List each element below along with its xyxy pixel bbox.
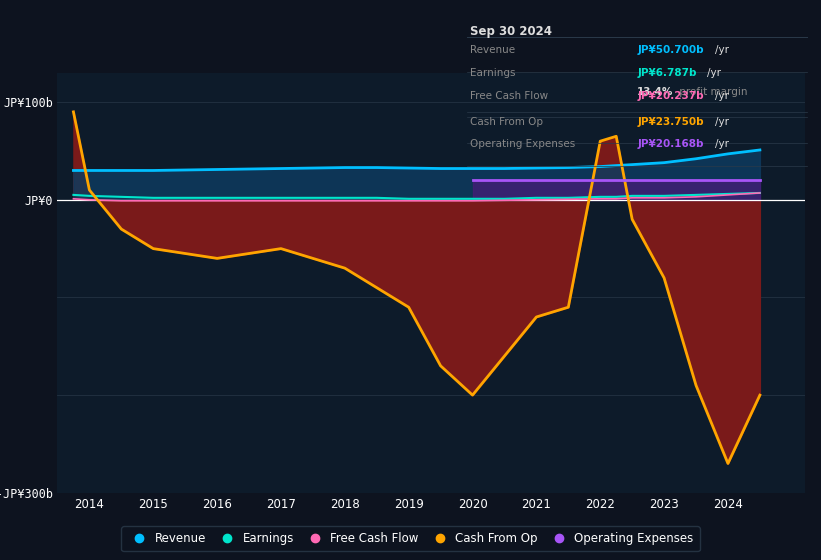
Text: JP¥20.237b: JP¥20.237b <box>637 91 704 101</box>
Text: JP¥50.700b: JP¥50.700b <box>637 45 704 55</box>
Text: Free Cash Flow: Free Cash Flow <box>470 91 548 101</box>
Text: /yr: /yr <box>708 68 722 78</box>
Text: /yr: /yr <box>715 91 729 101</box>
Text: JP¥6.787b: JP¥6.787b <box>637 68 696 78</box>
Text: JP¥20.168b: JP¥20.168b <box>637 139 704 150</box>
Text: 13.4%: 13.4% <box>637 87 673 97</box>
Text: /yr: /yr <box>715 116 729 127</box>
Text: Sep 30 2024: Sep 30 2024 <box>470 25 553 38</box>
Text: profit margin: profit margin <box>677 87 748 97</box>
Text: Operating Expenses: Operating Expenses <box>470 139 576 150</box>
Text: /yr: /yr <box>715 139 729 150</box>
Text: Revenue: Revenue <box>470 45 516 55</box>
Legend: Revenue, Earnings, Free Cash Flow, Cash From Op, Operating Expenses: Revenue, Earnings, Free Cash Flow, Cash … <box>122 526 699 551</box>
Text: /yr: /yr <box>715 45 729 55</box>
Text: Cash From Op: Cash From Op <box>470 116 544 127</box>
Text: JP¥23.750b: JP¥23.750b <box>637 116 704 127</box>
Text: Earnings: Earnings <box>470 68 516 78</box>
